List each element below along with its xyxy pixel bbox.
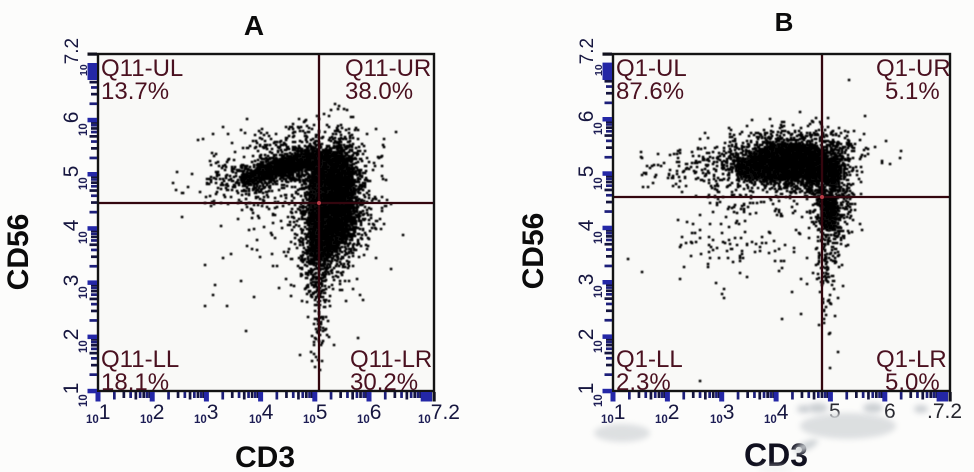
svg-text:38.0%: 38.0% xyxy=(345,78,413,105)
svg-text:18.1%: 18.1% xyxy=(101,369,169,396)
svg-text:B: B xyxy=(775,7,794,37)
svg-text:5: 5 xyxy=(829,400,841,423)
svg-text:87.6%: 87.6% xyxy=(616,78,684,105)
svg-text:Q11-LR: Q11-LR xyxy=(350,346,432,373)
svg-text:30.2%: 30.2% xyxy=(350,369,418,396)
svg-text:Q1-UL: Q1-UL xyxy=(616,55,687,82)
svg-text:CD56: CD56 xyxy=(517,213,550,290)
svg-text:Q1-LL: Q1-LL xyxy=(616,346,683,373)
svg-text:13.7%: 13.7% xyxy=(101,78,169,105)
svg-text:Q11-UR: Q11-UR xyxy=(345,55,431,82)
svg-text:.7.2: .7.2 xyxy=(927,400,962,423)
svg-text:A: A xyxy=(244,10,264,41)
svg-text:Q11-LL: Q11-LL xyxy=(101,346,179,373)
svg-text:5.0%: 5.0% xyxy=(885,369,940,396)
svg-text:Q11-UL: Q11-UL xyxy=(101,55,183,82)
svg-text:5.1%: 5.1% xyxy=(885,78,940,105)
svg-text:CD56: CD56 xyxy=(2,214,35,291)
svg-text:2.3%: 2.3% xyxy=(616,369,671,396)
svg-text:Q1-LR: Q1-LR xyxy=(876,346,947,373)
svg-text:CD3: CD3 xyxy=(235,441,295,472)
svg-text:Q1-UR: Q1-UR xyxy=(876,55,951,82)
svg-text:6: 6 xyxy=(884,400,896,423)
svg-text:103: 103 xyxy=(194,401,218,426)
